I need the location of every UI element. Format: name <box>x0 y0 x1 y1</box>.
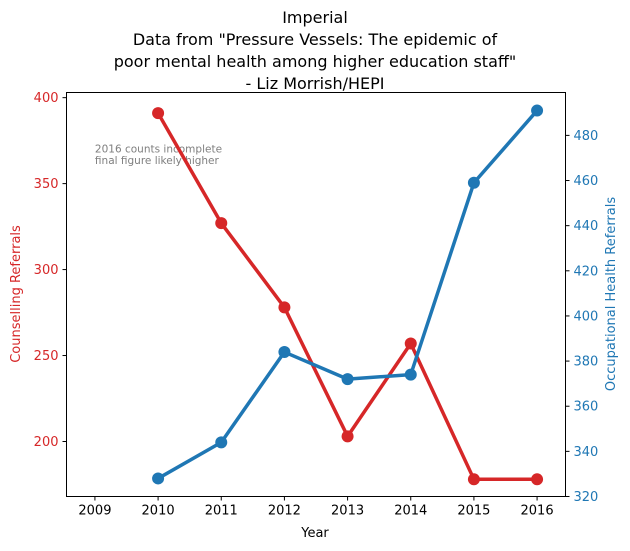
x-tick-label: 2015 <box>457 504 490 519</box>
right-tick-label: 360 <box>574 400 599 415</box>
x-tick-label: 2009 <box>78 504 111 519</box>
data-point-left <box>215 217 228 230</box>
data-point-left <box>278 301 291 314</box>
data-point-right <box>215 436 228 449</box>
data-point-left <box>341 430 354 443</box>
plot-frame <box>66 92 566 497</box>
annotation-line: 2016 counts incomplete <box>95 144 222 156</box>
data-point-left <box>152 107 165 120</box>
data-point-right <box>467 176 480 189</box>
data-point-left <box>404 337 417 350</box>
x-tick-label: 2010 <box>142 504 175 519</box>
data-point-right <box>404 368 417 381</box>
chart-title: Imperial Data from "Pressure Vessels: Th… <box>114 8 517 93</box>
left-tick-label: 400 <box>34 91 59 106</box>
left-tick-label: 250 <box>34 349 59 364</box>
right-tick-label: 400 <box>574 309 599 324</box>
left-tick-label: 350 <box>34 177 59 192</box>
x-axis-label: Year <box>300 526 329 541</box>
x-axis: 2009 2010 2011 2012 2013 2014 2015 2016 <box>78 496 554 519</box>
right-tick-label: 440 <box>574 219 599 234</box>
data-point-right <box>278 346 291 359</box>
right-axis-label: Occupational Health Referrals <box>604 197 619 391</box>
x-tick-label: 2011 <box>205 504 238 519</box>
series-line-left <box>156 112 538 482</box>
data-point-right <box>341 373 354 386</box>
right-tick-label: 480 <box>574 129 599 144</box>
title-line-2: Data from "Pressure Vessels: The epidemi… <box>133 30 498 49</box>
data-point-left <box>467 473 480 486</box>
left-axis-label: Counselling Referrals <box>9 225 24 363</box>
right-tick-label: 320 <box>574 490 599 505</box>
data-point-left <box>531 473 544 486</box>
right-tick-label: 460 <box>574 174 599 189</box>
x-tick-label: 2016 <box>521 504 554 519</box>
right-axis: 320 340 360 380 400 420 440 460 480 <box>565 129 599 505</box>
annotation-line: final figure likely higher <box>95 155 220 167</box>
x-tick-label: 2012 <box>268 504 301 519</box>
title-line-4: - Liz Morrish/HEPI <box>246 74 385 93</box>
right-tick-label: 420 <box>574 264 599 279</box>
data-point-right <box>152 472 165 485</box>
right-tick-label: 380 <box>574 355 599 370</box>
left-tick-label: 300 <box>34 263 59 278</box>
title-line-1: Imperial <box>282 8 348 27</box>
right-tick-label: 340 <box>574 445 599 460</box>
title-line-3: poor mental health among higher educatio… <box>114 52 517 71</box>
x-tick-label: 2013 <box>331 504 364 519</box>
series-layer <box>152 104 544 486</box>
left-tick-label: 200 <box>34 435 59 450</box>
data-point-right <box>531 104 544 117</box>
left-axis: 200 250 300 350 400 <box>34 91 67 450</box>
x-tick-label: 2014 <box>394 504 427 519</box>
